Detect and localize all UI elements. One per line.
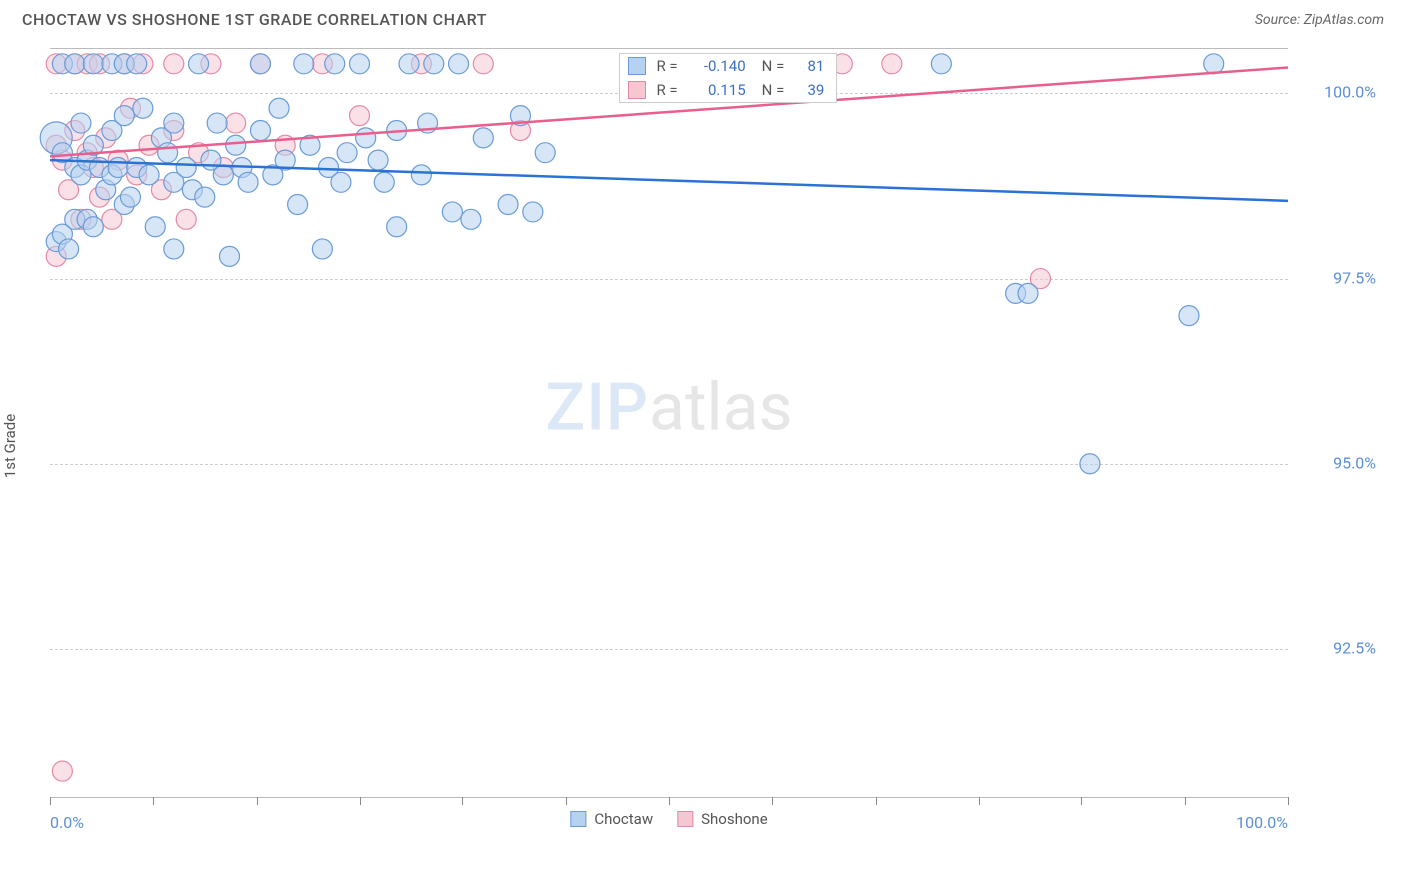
choctaw-point xyxy=(442,202,462,222)
chart-title: CHOCTAW VS SHOSHONE 1ST GRADE CORRELATIO… xyxy=(22,10,487,29)
choctaw-point xyxy=(120,187,140,207)
shoshone-point xyxy=(226,113,246,133)
choctaw-point xyxy=(71,113,91,133)
choctaw-point xyxy=(139,165,159,185)
shoshone-point xyxy=(350,106,370,126)
choctaw-point xyxy=(325,54,345,74)
y-tick-label: 97.5% xyxy=(1333,268,1376,287)
choctaw-point xyxy=(535,143,555,163)
shoshone-swatch xyxy=(677,811,693,827)
choctaw-point xyxy=(207,113,227,133)
choctaw-point xyxy=(226,135,246,155)
choctaw-point xyxy=(288,195,308,215)
choctaw-point xyxy=(250,54,270,74)
choctaw-point xyxy=(108,157,128,177)
series-legend: Choctaw Shoshone xyxy=(570,810,767,828)
y-tick-label: 95.0% xyxy=(1333,453,1376,472)
x-axis-min: 0.0% xyxy=(50,813,84,832)
choctaw-point xyxy=(461,209,481,229)
y-axis-tick-labels: 100.0% 97.5% 95.0% 92.5% xyxy=(1296,48,1388,798)
stat-row: R = -0.140 N = 81 xyxy=(620,54,836,78)
choctaw-point xyxy=(449,54,469,74)
choctaw-point xyxy=(83,217,103,237)
y-tick-label: 100.0% xyxy=(1324,83,1376,102)
n-value: 81 xyxy=(794,57,824,75)
chart-area: ZIPatlas R =-0.140N =81R =0.115N =39 100… xyxy=(50,48,1388,832)
choctaw-point xyxy=(127,54,147,74)
correlation-stats-box: R = -0.140 N = 81 R = 0.115 N = 39 xyxy=(619,53,837,103)
choctaw-point xyxy=(931,54,951,74)
choctaw-point xyxy=(368,150,388,170)
choctaw-point xyxy=(189,54,209,74)
choctaw-point xyxy=(498,195,518,215)
choctaw-point xyxy=(411,165,431,185)
choctaw-point xyxy=(238,172,258,192)
choctaw-point xyxy=(213,165,233,185)
shoshone-swatch xyxy=(628,81,646,99)
legend-item-choctaw: Choctaw xyxy=(570,810,653,828)
choctaw-point xyxy=(331,172,351,192)
r-value: -0.140 xyxy=(688,57,746,75)
n-label: N = xyxy=(762,81,785,99)
choctaw-point xyxy=(145,217,165,237)
choctaw-point xyxy=(350,54,370,74)
y-tick-label: 92.5% xyxy=(1333,638,1376,657)
choctaw-point xyxy=(176,157,196,177)
legend-label: Shoshone xyxy=(701,810,768,828)
choctaw-point xyxy=(294,54,314,74)
plot-area: ZIPatlas R =-0.140N =81R =0.115N =39 xyxy=(50,48,1288,798)
stat-row: R = 0.115 N = 39 xyxy=(620,78,836,102)
choctaw-point xyxy=(269,98,289,118)
choctaw-point xyxy=(1179,306,1199,326)
choctaw-point xyxy=(356,128,376,148)
choctaw-point xyxy=(399,54,419,74)
choctaw-point xyxy=(114,106,134,126)
choctaw-point xyxy=(220,246,240,266)
r-value: 0.115 xyxy=(688,81,746,99)
y-axis-label: 1st Grade xyxy=(1,414,19,478)
shoshone-point xyxy=(882,54,902,74)
x-axis: 0.0% Choctaw Shoshone 100.0% xyxy=(50,798,1288,832)
choctaw-trendline xyxy=(50,160,1288,201)
choctaw-point xyxy=(164,113,184,133)
choctaw-point xyxy=(83,54,103,74)
choctaw-point xyxy=(65,54,85,74)
n-label: N = xyxy=(762,57,785,75)
choctaw-point xyxy=(387,217,407,237)
choctaw-point xyxy=(1018,283,1038,303)
choctaw-point xyxy=(1204,54,1224,74)
legend-item-shoshone: Shoshone xyxy=(677,810,768,828)
shoshone-point xyxy=(176,209,196,229)
choctaw-point xyxy=(133,98,153,118)
choctaw-point xyxy=(59,239,79,259)
n-value: 39 xyxy=(794,81,824,99)
choctaw-point xyxy=(374,172,394,192)
x-axis-max: 100.0% xyxy=(1236,813,1288,832)
shoshone-point xyxy=(52,761,72,781)
shoshone-point xyxy=(473,54,493,74)
choctaw-point xyxy=(424,54,444,74)
r-label: R = xyxy=(656,57,677,75)
choctaw-point xyxy=(337,143,357,163)
choctaw-point xyxy=(523,202,543,222)
choctaw-point xyxy=(312,239,332,259)
shoshone-point xyxy=(164,54,184,74)
choctaw-point xyxy=(164,239,184,259)
source-label: Source: ZipAtlas.com xyxy=(1255,12,1384,28)
choctaw-point xyxy=(250,120,270,140)
chart-svg xyxy=(50,49,1288,797)
choctaw-point xyxy=(195,187,215,207)
choctaw-point xyxy=(473,128,493,148)
choctaw-swatch xyxy=(628,57,646,75)
choctaw-swatch xyxy=(570,811,586,827)
choctaw-point xyxy=(158,143,178,163)
x-tick xyxy=(1288,797,1289,805)
choctaw-point xyxy=(1080,454,1100,474)
legend-label: Choctaw xyxy=(594,810,653,828)
r-label: R = xyxy=(656,81,677,99)
